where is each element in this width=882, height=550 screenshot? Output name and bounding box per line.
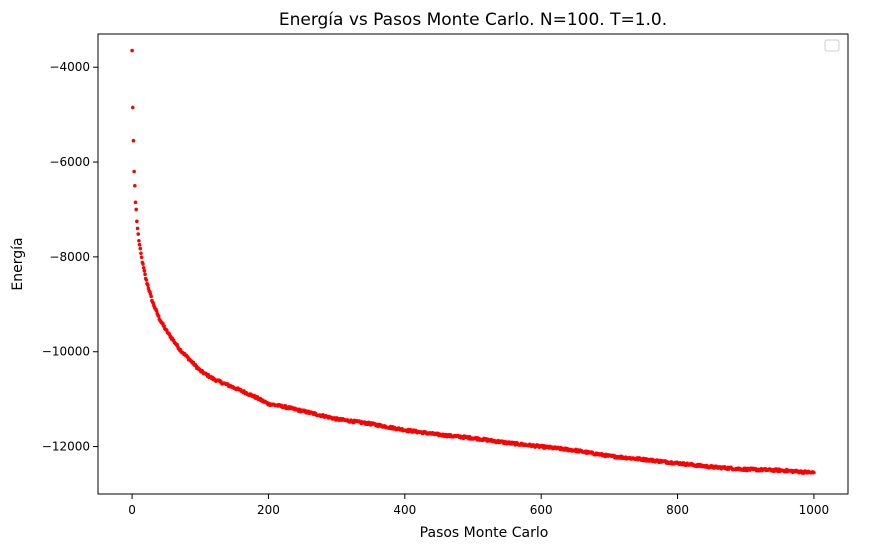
data-point xyxy=(136,232,141,236)
x-tick-label: 0 xyxy=(128,503,136,517)
legend-box xyxy=(824,39,840,52)
data-point xyxy=(135,226,140,231)
data-point xyxy=(137,238,141,243)
x-tick-label: 1000 xyxy=(799,503,830,517)
y-tick-label: −4000 xyxy=(49,60,90,74)
data-point xyxy=(138,246,143,251)
data-point xyxy=(156,314,161,318)
data-point xyxy=(137,242,142,247)
x-tick-label: 800 xyxy=(666,503,689,517)
x-axis-label: Pasos Monte Carlo xyxy=(420,525,549,541)
data-point xyxy=(139,255,144,260)
data-point xyxy=(812,470,816,475)
chart-title: Energía vs Pasos Monte Carlo. N=100. T=1… xyxy=(279,10,667,30)
data-point xyxy=(149,294,153,299)
data-point xyxy=(139,251,143,256)
data-point xyxy=(130,105,135,110)
plot-background xyxy=(98,34,848,494)
data-point xyxy=(134,207,138,212)
data-point xyxy=(133,200,138,205)
x-axis-ticks: 0 200 400 600 800 1000 xyxy=(128,494,829,517)
y-tick-label: −12000 xyxy=(42,440,90,454)
data-point xyxy=(141,262,145,266)
x-tick-label: 200 xyxy=(257,503,280,517)
data-point xyxy=(132,169,136,174)
data-point xyxy=(135,219,139,224)
data-point xyxy=(141,265,146,270)
data-point xyxy=(143,272,147,277)
data-point xyxy=(144,278,149,282)
data-point xyxy=(130,48,134,53)
y-tick-label: −10000 xyxy=(42,345,90,359)
y-tick-label: −8000 xyxy=(49,250,90,264)
x-tick-label: 400 xyxy=(393,503,416,517)
data-point xyxy=(154,309,159,313)
plot-frame xyxy=(97,33,849,495)
data-point xyxy=(131,138,136,143)
y-axis-ticks: −12000 −10000 −8000 −6000 −4000 xyxy=(42,60,98,454)
data-point xyxy=(133,183,137,188)
y-tick-label: −6000 xyxy=(49,155,90,169)
data-points xyxy=(130,48,816,475)
x-tick-label: 600 xyxy=(530,503,553,517)
data-point xyxy=(145,283,150,287)
y-axis-label: Energía xyxy=(10,237,26,290)
data-point xyxy=(142,269,147,273)
